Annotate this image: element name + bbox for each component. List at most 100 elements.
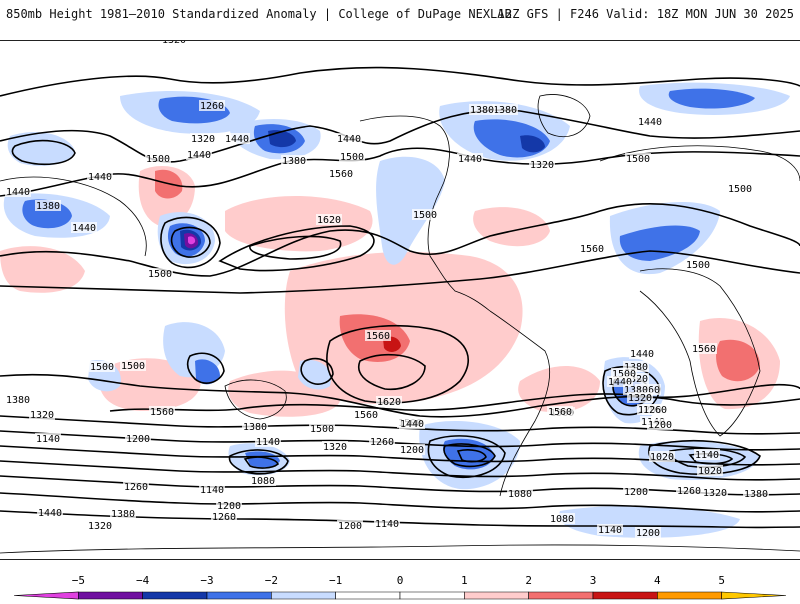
contour-label: 1380 <box>624 385 648 396</box>
colorbar-segment-plus-2 <box>528 591 594 600</box>
contour-label-background <box>337 520 363 531</box>
contour-label-background <box>186 149 212 160</box>
contour-label-background <box>702 487 728 498</box>
contour-label-background <box>35 433 61 444</box>
contour-label: 1080 <box>251 476 275 487</box>
contour-label-background <box>697 465 723 476</box>
contour-label: 1260 <box>212 512 236 523</box>
colorbar-tick-label: −3 <box>200 574 213 587</box>
contour-label-background <box>492 104 518 115</box>
contour-label-background <box>691 343 717 354</box>
contour-label: 1320 <box>323 442 347 453</box>
contour-1380-nw-low <box>11 139 76 166</box>
colorbar-segment-plus-1 <box>464 591 529 600</box>
contour-label: 1560 <box>692 344 716 355</box>
contour-label-background <box>399 444 425 455</box>
contour-label: 1320 <box>624 374 648 385</box>
contour-label: 1140 <box>200 485 224 496</box>
coast-eurasia <box>599 145 800 182</box>
contour-label: 1140 <box>598 525 622 536</box>
contour-label: 1440 <box>608 377 632 388</box>
contour-1080-low-b <box>443 443 496 468</box>
contour-label: 1200 <box>338 521 362 532</box>
contour-label: 1440 <box>400 419 424 430</box>
contour-label-background <box>625 153 651 164</box>
contour-label: 1500 <box>146 154 170 165</box>
contour-label: 1140 <box>36 434 60 445</box>
colorbar-segment-minus-2 <box>206 591 272 600</box>
contour-label: 1380 <box>493 105 517 116</box>
contour-label: 1440 <box>88 172 112 183</box>
contour-label-background <box>743 488 769 499</box>
contour-label: 1260 <box>200 101 224 112</box>
contour-label: 1380 <box>470 105 494 116</box>
contour-label-background <box>376 396 402 407</box>
anomaly-pos1-west <box>0 246 85 293</box>
contour-label-background <box>457 153 483 164</box>
contour-label-background <box>87 171 113 182</box>
contour-label: 1380 <box>744 489 768 500</box>
contour-label: 1260 <box>643 405 667 416</box>
contour-label-background <box>37 507 63 518</box>
contour-label: 1320 <box>88 521 112 532</box>
contour-label: 1620 <box>317 215 341 226</box>
anomaly-pos1-pacific-north <box>225 196 373 252</box>
contour-label: 1200 <box>400 445 424 456</box>
contour-label: 1020 <box>650 452 674 463</box>
contour-1020-low-b <box>456 449 487 463</box>
contour-label: 1560 <box>329 169 353 180</box>
contour-label: 1440 <box>225 134 249 145</box>
contour-label-background <box>250 475 276 486</box>
contour-1260-south <box>0 460 800 481</box>
contour-label-background <box>161 41 187 45</box>
contour-label-background <box>412 209 438 220</box>
anomaly-neg1-south-ocean-b <box>298 359 331 390</box>
colorbar-segment-minus-3 <box>142 591 208 600</box>
contour-label-background <box>469 104 495 115</box>
map-title: 850mb Height 1981–2010 Standardized Anom… <box>6 7 512 21</box>
contour-label-background <box>199 100 225 111</box>
contour-label-background <box>507 488 533 499</box>
colorbar-segment-plus-5 <box>721 591 787 600</box>
colorbar-graphic: −5 −4 −3 −2 −1 0 1 2 3 4 5 <box>13 574 787 600</box>
anomaly-neg2-south-indian <box>195 359 220 385</box>
anomaly-pos1-pacific-east <box>284 251 523 405</box>
contour-label: 1020 <box>698 466 722 477</box>
colorbar-tick-label: 2 <box>525 574 532 587</box>
colorbar-tick-label: 1 <box>461 574 468 587</box>
contour-label-background <box>199 484 225 495</box>
contour-label-background <box>353 409 379 420</box>
contour-1500-south-pacific-low <box>300 357 334 385</box>
contour-label-background <box>242 421 268 432</box>
contour-1500-south <box>0 373 800 418</box>
contour-label-background <box>147 268 173 279</box>
contour-label-background <box>328 168 354 179</box>
contour-label: 1620 <box>377 397 401 408</box>
model-run-label: 12Z GFS | F246 Valid: 18Z MON JUN 30 202… <box>497 7 794 21</box>
contour-1320-north <box>0 66 800 97</box>
contour-label: 1500 <box>612 369 636 380</box>
contour-label: 1260 <box>677 486 701 497</box>
contour-label: 1560 <box>548 407 572 418</box>
colorbar-segment-minus-1 <box>271 591 336 600</box>
contour-label: 1320 <box>30 410 54 421</box>
colorbar: −5 −4 −3 −2 −1 0 1 2 3 4 5 <box>0 560 800 600</box>
anomaly-neg3-bering <box>268 130 296 148</box>
colorbar-segment-plus-4 <box>657 591 722 600</box>
contour-label: 1380 <box>6 395 30 406</box>
contour-label-background <box>399 418 425 429</box>
contour-label-background <box>629 348 655 359</box>
contour-label-background <box>224 133 250 144</box>
contour-label-background <box>216 500 242 511</box>
coast-asia-west <box>0 176 147 257</box>
contour-label: 1560 <box>354 410 378 421</box>
contour-label-background <box>374 518 400 529</box>
contour-1560-south-pacific <box>326 325 469 404</box>
contour-label: 1560 <box>366 331 390 342</box>
contour-label: 1560 <box>580 244 604 255</box>
contour-label-background <box>694 449 720 460</box>
contour-label: 1380 <box>282 156 306 167</box>
contour-label-background <box>336 133 362 144</box>
contour-label-background <box>676 485 702 496</box>
contour-label-background <box>529 159 555 170</box>
